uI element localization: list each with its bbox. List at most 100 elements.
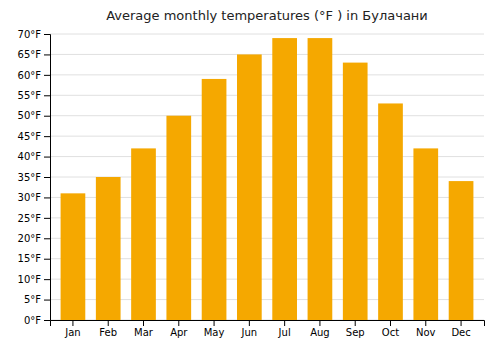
tick-label: Jan <box>64 327 80 338</box>
grid-line <box>50 115 484 116</box>
tick-label: Aug <box>310 327 330 338</box>
grid-line <box>50 54 484 55</box>
tick-label: 25°F <box>18 213 42 224</box>
tick-mark <box>44 300 50 301</box>
tick-mark <box>44 75 50 76</box>
tick-label: Oct <box>382 327 399 338</box>
tick-label: 40°F <box>18 151 42 162</box>
tick-label: 15°F <box>18 253 42 264</box>
tick: Mar <box>134 320 154 338</box>
tick-mark <box>461 320 462 326</box>
tick-mark <box>44 238 50 239</box>
tick: 45°F <box>18 131 50 142</box>
tick-mark <box>319 320 320 326</box>
grid-line <box>50 95 484 96</box>
tick: 55°F <box>18 90 50 101</box>
tick-mark <box>178 320 179 326</box>
tick-label: Sep <box>346 327 365 338</box>
tick-mark <box>72 320 73 326</box>
axis-line <box>51 321 485 327</box>
bar <box>237 54 262 320</box>
bar <box>131 148 156 320</box>
tick: 10°F <box>18 274 50 285</box>
tick-mark <box>355 320 356 326</box>
x-axis: Jan Feb Mar Apr May Jun Jul Aug Sep Oct Nov Dec <box>51 320 485 338</box>
tick-label: 55°F <box>18 90 42 101</box>
bar <box>343 63 368 320</box>
tick: 25°F <box>18 213 50 224</box>
tick: 70°F <box>18 29 50 40</box>
plot-area: 0°F 5°F 10°F 15°F 20°F 25°F 30°F 35°F 40°F 45°F 50… <box>18 29 485 338</box>
tick-label: Jun <box>241 327 258 338</box>
tick-mark <box>44 116 50 117</box>
tick-label: 20°F <box>18 233 42 244</box>
bar <box>378 103 403 320</box>
tick: Aug <box>310 320 330 338</box>
tick-label: Mar <box>134 327 154 338</box>
tick-label: 10°F <box>18 274 42 285</box>
y-axis: 0°F 5°F 10°F 15°F 20°F 25°F 30°F 35°F 40°F 45°F 50… <box>18 29 51 326</box>
tick-mark <box>425 320 426 326</box>
tick: 50°F <box>18 110 50 121</box>
tick-label: 60°F <box>18 70 42 81</box>
grid <box>50 34 484 320</box>
tick-mark <box>214 320 215 326</box>
tick: Nov <box>416 320 436 338</box>
tick-mark <box>44 54 50 55</box>
tick: 5°F <box>24 294 50 305</box>
tick-mark <box>44 320 50 321</box>
tick: 30°F <box>18 192 50 203</box>
tick-mark <box>390 320 391 326</box>
tick-mark <box>44 259 50 260</box>
grid-line <box>50 136 484 137</box>
tick-mark <box>44 279 50 280</box>
chart: 0°F 5°F 10°F 15°F 20°F 25°F 30°F 35°F 40°F 45°F 50… <box>0 0 500 350</box>
tick-mark <box>284 320 285 326</box>
bar <box>96 177 121 320</box>
tick: 15°F <box>18 253 50 264</box>
tick: 60°F <box>18 70 50 81</box>
tick-label: 5°F <box>24 294 41 305</box>
tick: Oct <box>382 320 399 338</box>
tick: 65°F <box>18 49 50 60</box>
tick-label: Apr <box>170 327 188 338</box>
tick: 20°F <box>18 233 50 244</box>
tick-label: 0°F <box>24 315 41 326</box>
grid-line <box>50 74 484 75</box>
tick: Feb <box>99 320 117 338</box>
tick: 40°F <box>18 151 50 162</box>
tick-label: 30°F <box>18 192 42 203</box>
tick-mark <box>44 177 50 178</box>
tick-label: 35°F <box>18 172 42 183</box>
axis-line <box>44 35 51 321</box>
tick-label: May <box>204 327 225 338</box>
tick-label: 70°F <box>18 29 42 40</box>
bar <box>202 79 227 320</box>
tick-label: Jul <box>278 327 291 338</box>
tick-label: Dec <box>451 327 470 338</box>
tick: Jan <box>64 320 80 338</box>
tick-mark <box>44 34 50 35</box>
tick: Sep <box>346 320 365 338</box>
tick: 0°F <box>24 315 50 326</box>
bar <box>61 193 86 320</box>
tick-mark <box>44 95 50 96</box>
tick-label: Nov <box>416 327 436 338</box>
tick: Apr <box>170 320 188 338</box>
tick-mark <box>249 320 250 326</box>
tick-label: 50°F <box>18 110 42 121</box>
tick-label: 45°F <box>18 131 42 142</box>
tick-mark <box>44 157 50 158</box>
bar <box>272 38 297 320</box>
tick-mark <box>44 218 50 219</box>
bar <box>413 148 438 320</box>
tick-label: 65°F <box>18 49 42 60</box>
tick-mark <box>44 197 50 198</box>
tick-mark <box>44 136 50 137</box>
tick: Jul <box>278 320 291 338</box>
grid-line <box>50 34 484 35</box>
tick-label: Feb <box>99 327 117 338</box>
bars <box>61 38 474 320</box>
tick-mark <box>108 320 109 326</box>
tick-mark <box>143 320 144 326</box>
